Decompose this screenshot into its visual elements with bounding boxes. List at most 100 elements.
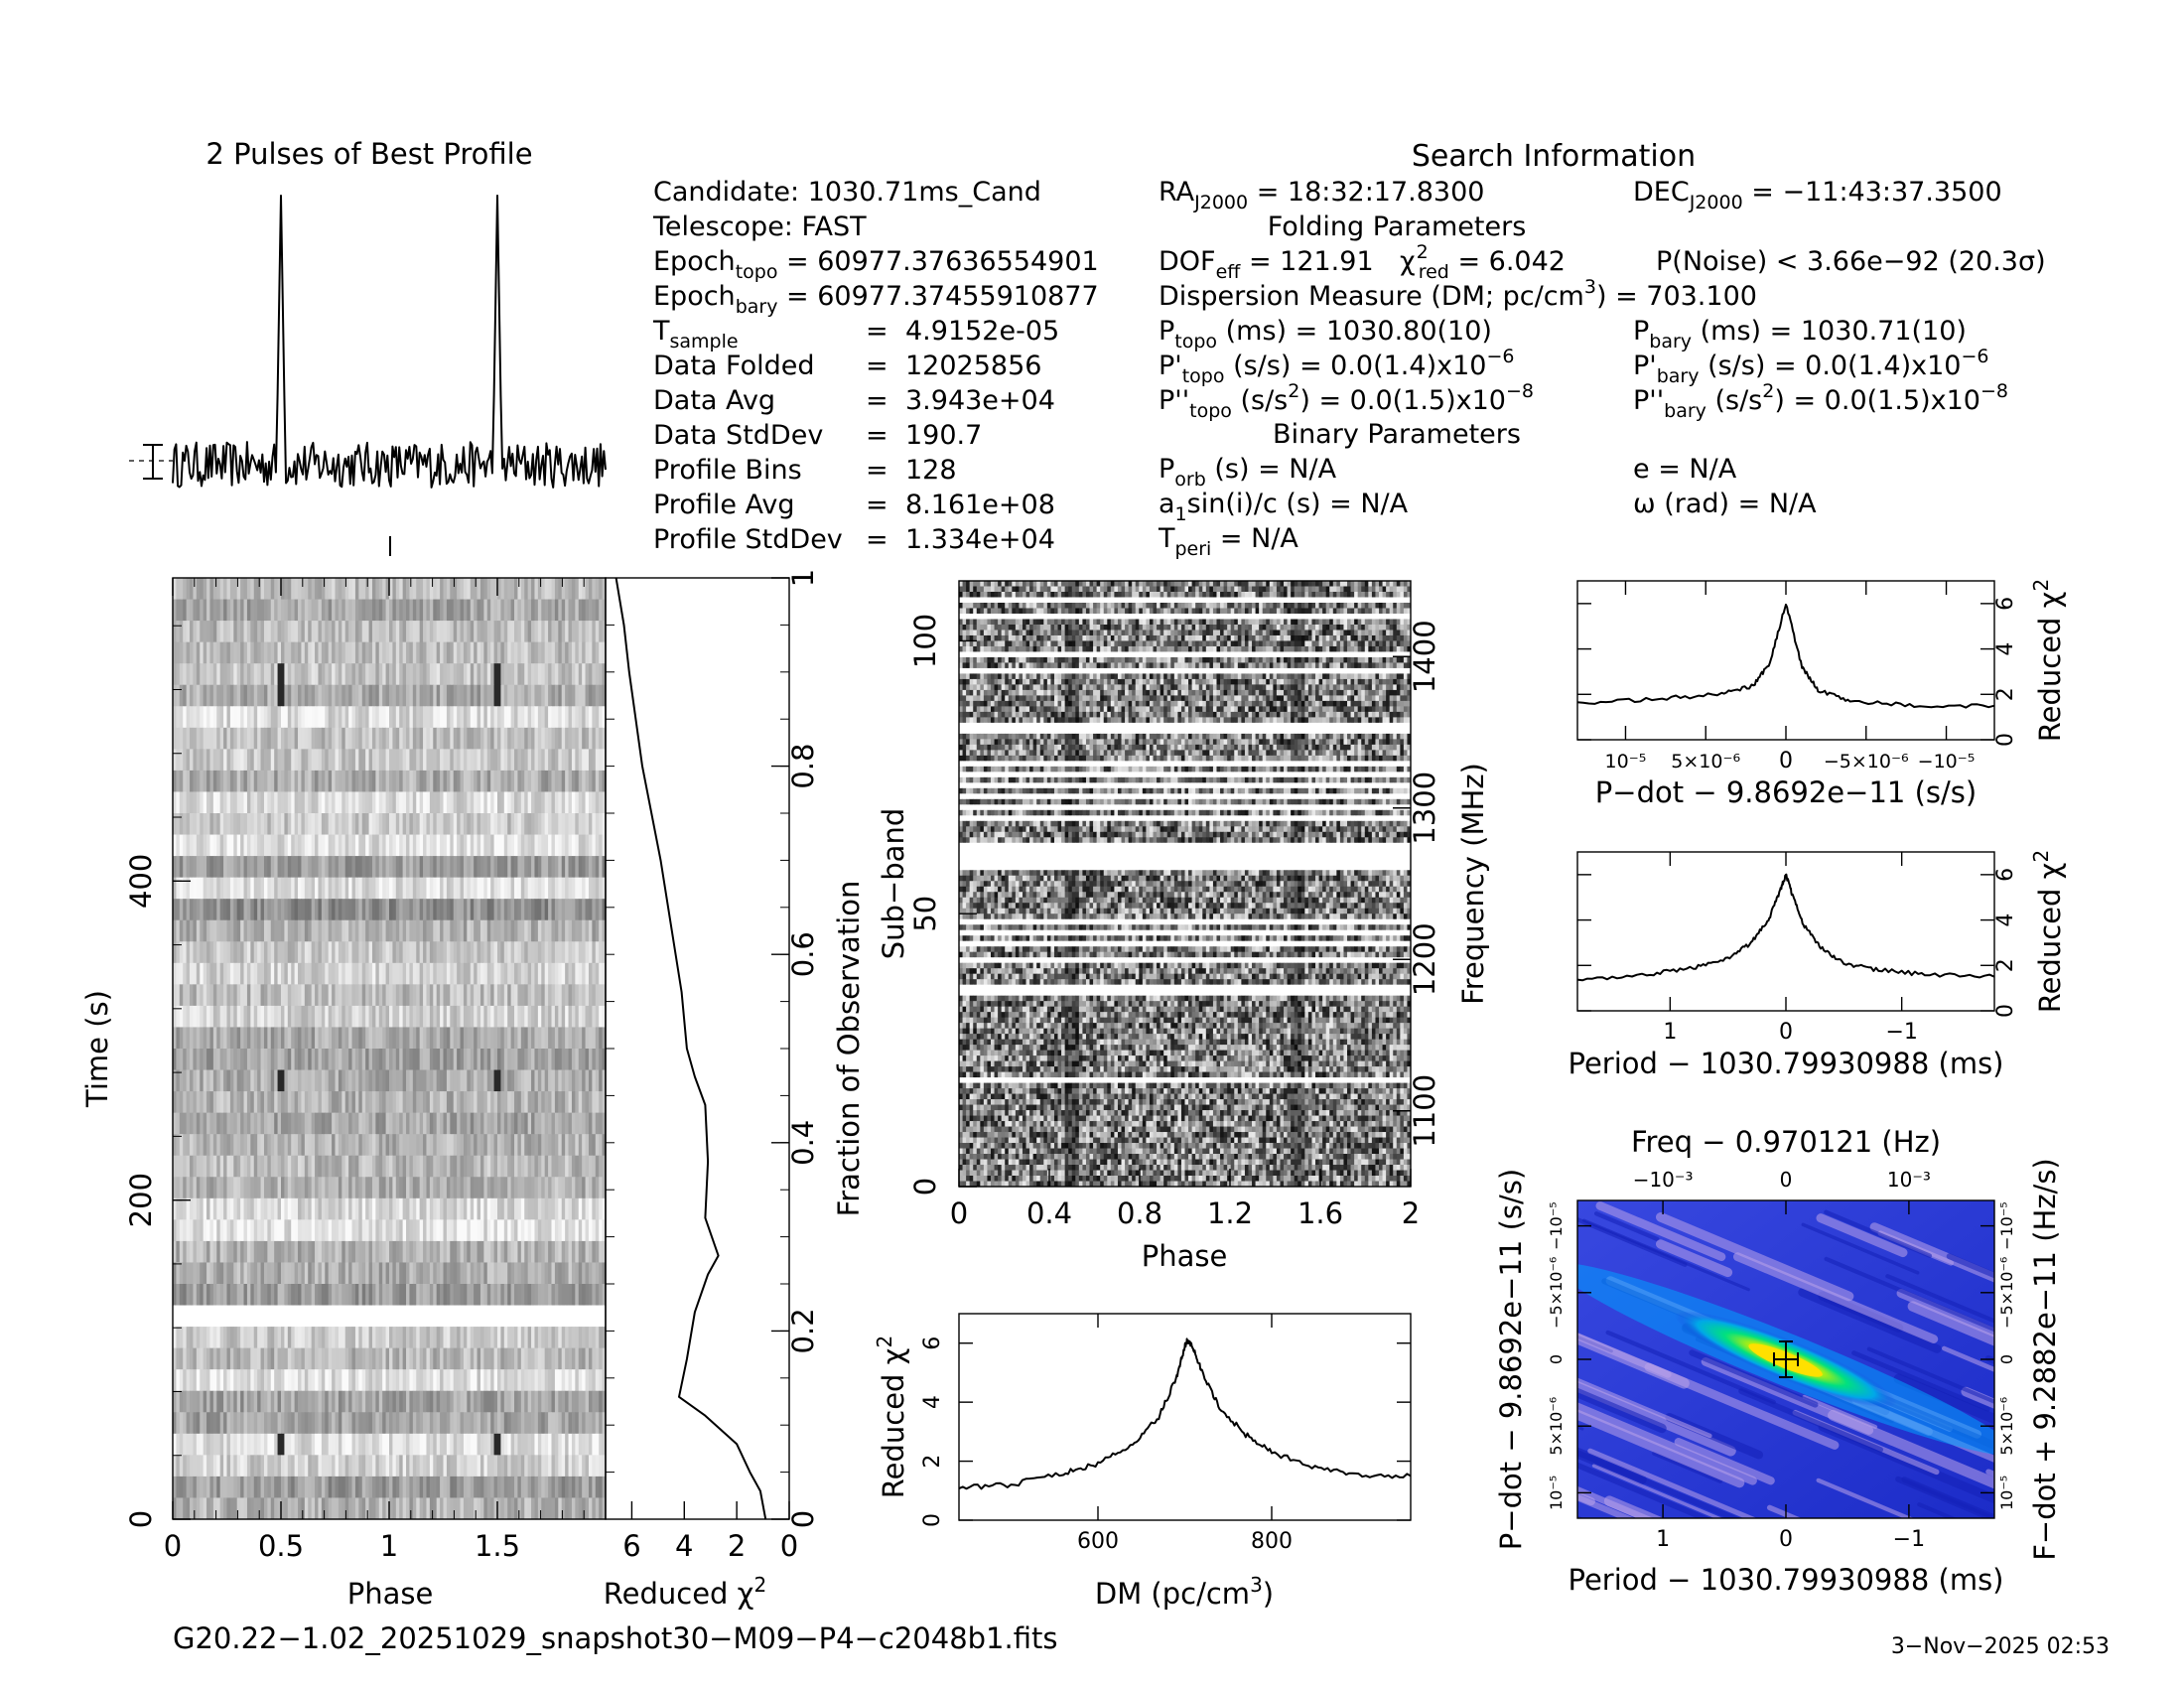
time-phase-cell [548, 1219, 552, 1242]
time-phase-cell [510, 1284, 515, 1307]
time-phase-cell [474, 621, 478, 643]
time-phase-cell [500, 1369, 505, 1392]
time-phase-cell [186, 1091, 191, 1114]
time-phase-cell [338, 1091, 342, 1114]
time-phase-cell [534, 770, 539, 792]
time-phase-cell [588, 599, 593, 622]
time-phase-cell [173, 791, 177, 814]
time-phase-cell [554, 727, 559, 750]
time-phase-cell [358, 899, 363, 921]
time-phase-cell [233, 1369, 238, 1392]
time-phase-cell [196, 1305, 201, 1328]
time-phase-cell [375, 1240, 380, 1263]
time-phase-cell [436, 1284, 441, 1307]
time-phase-cell [440, 749, 444, 772]
time-phase-cell [186, 1369, 191, 1392]
time-phase-cell [216, 1262, 221, 1285]
time-phase-cell [419, 1219, 424, 1242]
time-phase-cell [341, 1177, 346, 1199]
time-phase-cell [565, 1027, 570, 1050]
time-phase-cell [531, 1240, 535, 1263]
time-phase-cell [453, 1369, 458, 1392]
time-phase-cell [585, 663, 590, 686]
time-phase-cell [510, 1262, 515, 1285]
time-phase-cell [301, 1305, 306, 1328]
time-phase-cell [212, 941, 217, 964]
time-phase-cell [423, 899, 427, 921]
time-phase-cell [602, 984, 607, 1007]
time-phase-cell [368, 1219, 373, 1242]
time-phase-cell [351, 1390, 356, 1413]
time-phase-cell [233, 1155, 238, 1178]
time-phase-cell [457, 1091, 462, 1114]
time-phase-cell [294, 1091, 299, 1114]
time-phase-cell [599, 1369, 604, 1392]
time-phase-cell [558, 599, 563, 622]
time-phase-cell [399, 1305, 404, 1328]
time-phase-cell [321, 984, 326, 1007]
time-phase-cell [311, 834, 316, 857]
time-phase-cell [385, 641, 390, 664]
time-phase-cell [510, 834, 515, 857]
time-phase-cell [412, 770, 417, 792]
time-phase-cell [585, 1219, 590, 1242]
time-phase-cell [450, 641, 455, 664]
time-phase-cell [223, 1112, 227, 1135]
time-phase-cell [453, 706, 458, 729]
time-phase-cell [467, 1134, 472, 1157]
time-phase-cell [332, 1390, 336, 1413]
time-phase-cell [486, 834, 491, 857]
time-phase-cell [335, 1155, 340, 1178]
time-phase-cell [173, 1262, 177, 1285]
time-phase-cell [524, 856, 529, 879]
time-phase-cell [497, 578, 501, 601]
time-phase-cell [318, 770, 323, 792]
time-phase-cell [483, 641, 488, 664]
time-phase-cell [503, 813, 508, 836]
time-phase-cell [531, 791, 535, 814]
time-phase-cell [470, 727, 475, 750]
time-phase-cell [561, 1284, 566, 1307]
time-phase-cell [446, 791, 451, 814]
time-phase-cell [565, 1049, 570, 1071]
time-phase-cell [332, 877, 336, 900]
time-phase-cell [206, 1155, 210, 1178]
time-phase-cell [209, 621, 214, 643]
time-phase-cell [196, 749, 201, 772]
time-phase-cell [595, 856, 600, 879]
time-phase-cell [395, 1134, 400, 1157]
time-phase-cell [281, 877, 285, 900]
time-phase-cell [335, 727, 340, 750]
time-phase-cell [493, 919, 498, 942]
time-phase-cell [463, 1027, 468, 1050]
time-phase-cell [223, 1262, 227, 1285]
time-phase-cell [514, 1390, 518, 1413]
time-phase-cell [294, 813, 299, 836]
time-phase-cell [426, 1240, 431, 1263]
time-phase-cell [517, 919, 522, 942]
time-phase-cell [274, 1091, 279, 1114]
time-phase-cell [474, 877, 478, 900]
time-phase-cell [338, 877, 342, 900]
time-phase-cell [332, 1112, 336, 1135]
time-phase-cell [575, 941, 580, 964]
time-phase-cell [416, 834, 421, 857]
time-phase-cell [382, 834, 387, 857]
time-phase-cell [463, 1262, 468, 1285]
time-phase-cell [460, 1005, 465, 1028]
time-phase-cell [453, 1262, 458, 1285]
time-phase-cell [193, 1305, 198, 1328]
time-phase-cell [298, 1049, 302, 1071]
time-phase-cell [582, 834, 587, 857]
time-phase-cell [392, 791, 397, 814]
time-phase-cell [534, 1369, 539, 1392]
time-phase-cell [294, 1134, 299, 1157]
time-phase-cell [243, 1155, 248, 1178]
time-phase-cell [284, 1091, 289, 1114]
time-phase-cell [274, 770, 279, 792]
time-phase-cell [541, 899, 546, 921]
time-phase-cell [514, 1197, 518, 1220]
time-phase-cell [503, 834, 508, 857]
time-phase-cell [486, 1347, 491, 1370]
time-phase-cell [183, 1027, 188, 1050]
